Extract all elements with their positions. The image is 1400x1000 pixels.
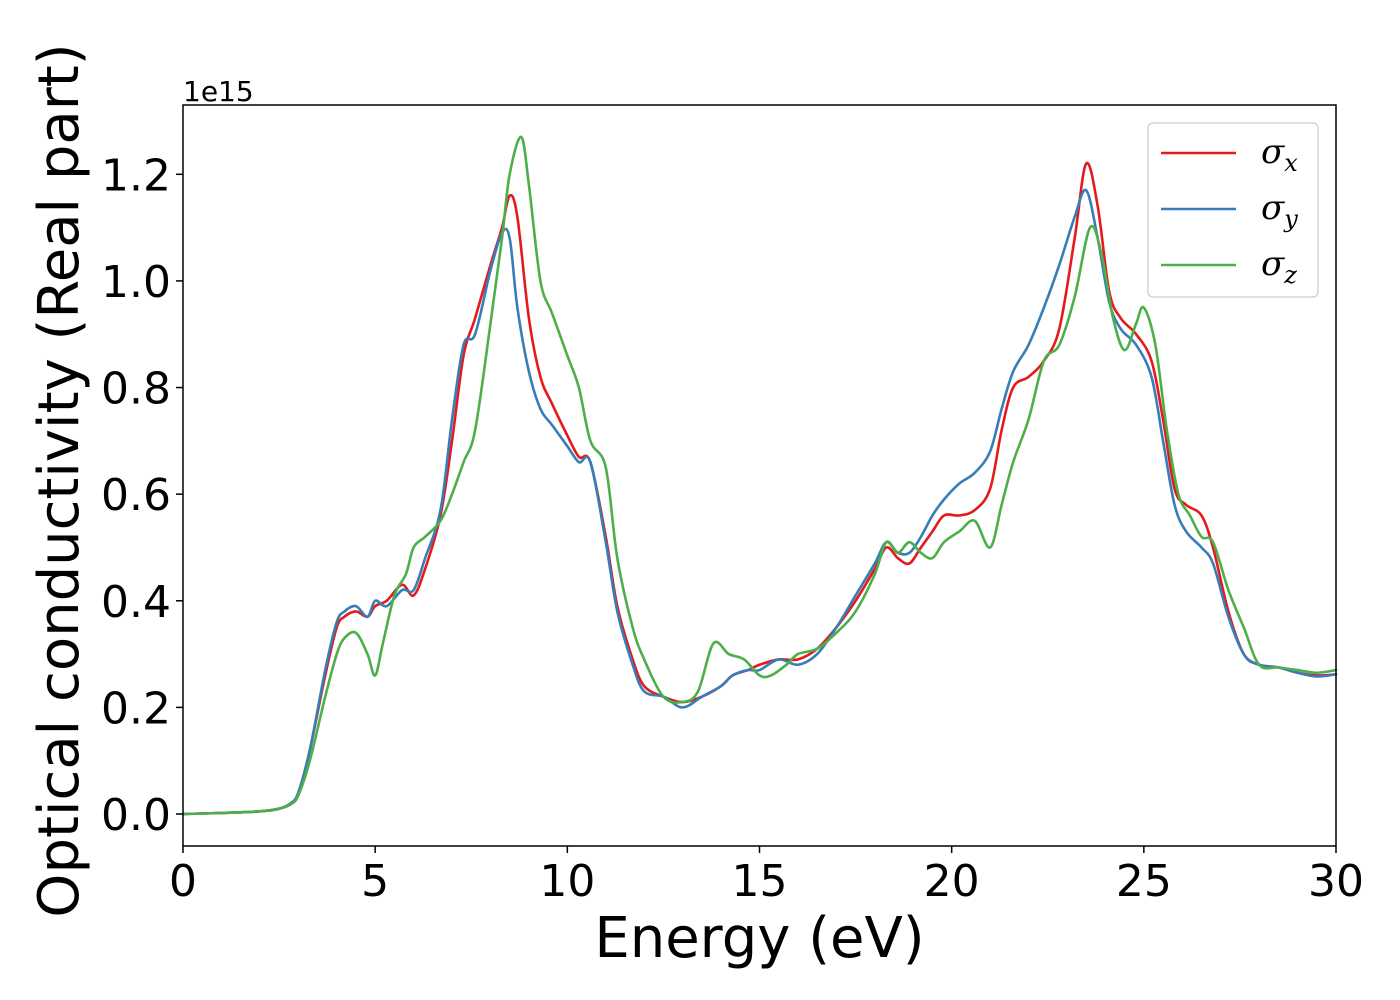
x-tick-label: 25 [1116, 856, 1172, 907]
y-tick-label: 0.8 [101, 364, 171, 415]
y-axis-ticks: 0.0 0.2 0.4 0.6 0.8 1.0 1.2 [101, 150, 183, 841]
x-tick-label: 15 [732, 856, 788, 907]
y-tick-label: 0.2 [101, 683, 171, 734]
x-tick-label: 20 [924, 856, 980, 907]
x-axis-ticks: 0 5 10 15 20 25 30 [169, 846, 1364, 907]
series-line-z [181, 135, 1338, 816]
y-offset-text: 1e15 [183, 75, 254, 108]
y-tick-label: 1.2 [101, 150, 171, 201]
legend-label-z: σz [1261, 244, 1297, 289]
x-tick-label: 5 [361, 856, 389, 907]
y-tick-label: 0.0 [101, 790, 171, 841]
x-tick-label: 0 [169, 856, 197, 907]
x-axis-title: Energy (eV) [594, 906, 924, 971]
y-tick-label: 0.6 [101, 470, 171, 521]
y-tick-label: 1.0 [101, 257, 171, 308]
x-tick-label: 10 [539, 856, 595, 907]
y-tick-label: 0.4 [101, 577, 171, 628]
series-lines [181, 135, 1338, 816]
x-tick-label: 30 [1308, 856, 1364, 907]
y-axis-title: Optical conductivity (Real part) [27, 43, 92, 917]
